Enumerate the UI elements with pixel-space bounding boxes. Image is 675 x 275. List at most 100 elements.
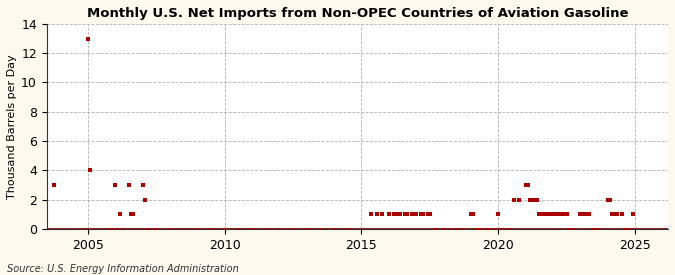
Point: [110, 183, 121, 187]
Point: [383, 212, 394, 216]
Text: Source: U.S. Energy Information Administration: Source: U.S. Energy Information Administ…: [7, 264, 238, 274]
Point: [607, 212, 618, 216]
Point: [484, 227, 495, 231]
Point: [261, 227, 271, 231]
Point: [477, 227, 488, 231]
Point: [466, 212, 477, 216]
Point: [577, 212, 588, 216]
Point: [612, 212, 622, 216]
Title: Monthly U.S. Net Imports from Non-OPEC Countries of Aviation Gasoline: Monthly U.S. Net Imports from Non-OPEC C…: [86, 7, 628, 20]
Point: [377, 212, 387, 216]
Point: [504, 227, 515, 231]
Point: [130, 227, 141, 231]
Point: [206, 227, 217, 231]
Point: [568, 227, 579, 231]
Point: [390, 212, 401, 216]
Point: [520, 183, 531, 187]
Point: [117, 227, 128, 231]
Point: [552, 212, 563, 216]
Point: [547, 212, 558, 216]
Point: [557, 212, 568, 216]
Point: [605, 197, 616, 202]
Point: [582, 212, 593, 216]
Point: [418, 212, 429, 216]
Point: [584, 212, 595, 216]
Point: [431, 227, 442, 231]
Point: [429, 227, 440, 231]
Point: [438, 227, 449, 231]
Point: [402, 212, 412, 216]
Point: [493, 212, 504, 216]
Point: [126, 212, 136, 216]
Point: [288, 227, 298, 231]
Point: [562, 212, 572, 216]
Point: [559, 212, 570, 216]
Point: [423, 212, 433, 216]
Point: [593, 227, 604, 231]
Point: [532, 197, 543, 202]
Point: [527, 197, 538, 202]
Point: [388, 212, 399, 216]
Point: [534, 212, 545, 216]
Point: [416, 212, 427, 216]
Point: [514, 197, 524, 202]
Point: [564, 227, 574, 231]
Point: [48, 183, 59, 187]
Point: [395, 212, 406, 216]
Point: [128, 212, 139, 216]
Point: [452, 227, 462, 231]
Point: [602, 197, 613, 202]
Point: [616, 212, 627, 216]
Point: [525, 197, 536, 202]
Point: [80, 227, 91, 231]
Point: [621, 227, 632, 231]
Point: [610, 212, 620, 216]
Point: [481, 227, 492, 231]
Y-axis label: Thousand Barrels per Day: Thousand Barrels per Day: [7, 54, 17, 199]
Point: [543, 212, 554, 216]
Point: [522, 183, 533, 187]
Point: [495, 227, 506, 231]
Point: [539, 212, 549, 216]
Point: [105, 227, 116, 231]
Point: [550, 212, 561, 216]
Point: [529, 197, 540, 202]
Point: [84, 168, 95, 172]
Point: [623, 227, 634, 231]
Point: [566, 227, 577, 231]
Point: [139, 197, 150, 202]
Point: [192, 227, 202, 231]
Point: [618, 227, 629, 231]
Point: [425, 212, 435, 216]
Point: [274, 227, 285, 231]
Point: [342, 227, 353, 231]
Point: [146, 227, 157, 231]
Point: [445, 227, 456, 231]
Point: [219, 227, 230, 231]
Point: [246, 227, 257, 231]
Point: [536, 212, 547, 216]
Point: [456, 227, 467, 231]
Point: [488, 227, 499, 231]
Point: [178, 227, 189, 231]
Point: [144, 227, 155, 231]
Point: [406, 212, 417, 216]
Point: [470, 227, 481, 231]
Point: [301, 227, 312, 231]
Point: [114, 212, 125, 216]
Point: [411, 212, 422, 216]
Point: [589, 227, 599, 231]
Point: [628, 212, 639, 216]
Point: [472, 227, 483, 231]
Point: [555, 212, 566, 216]
Point: [151, 227, 161, 231]
Point: [575, 212, 586, 216]
Point: [400, 212, 410, 216]
Point: [124, 183, 134, 187]
Point: [107, 227, 118, 231]
Point: [165, 227, 176, 231]
Point: [233, 227, 244, 231]
Point: [329, 227, 340, 231]
Point: [587, 227, 597, 231]
Point: [372, 212, 383, 216]
